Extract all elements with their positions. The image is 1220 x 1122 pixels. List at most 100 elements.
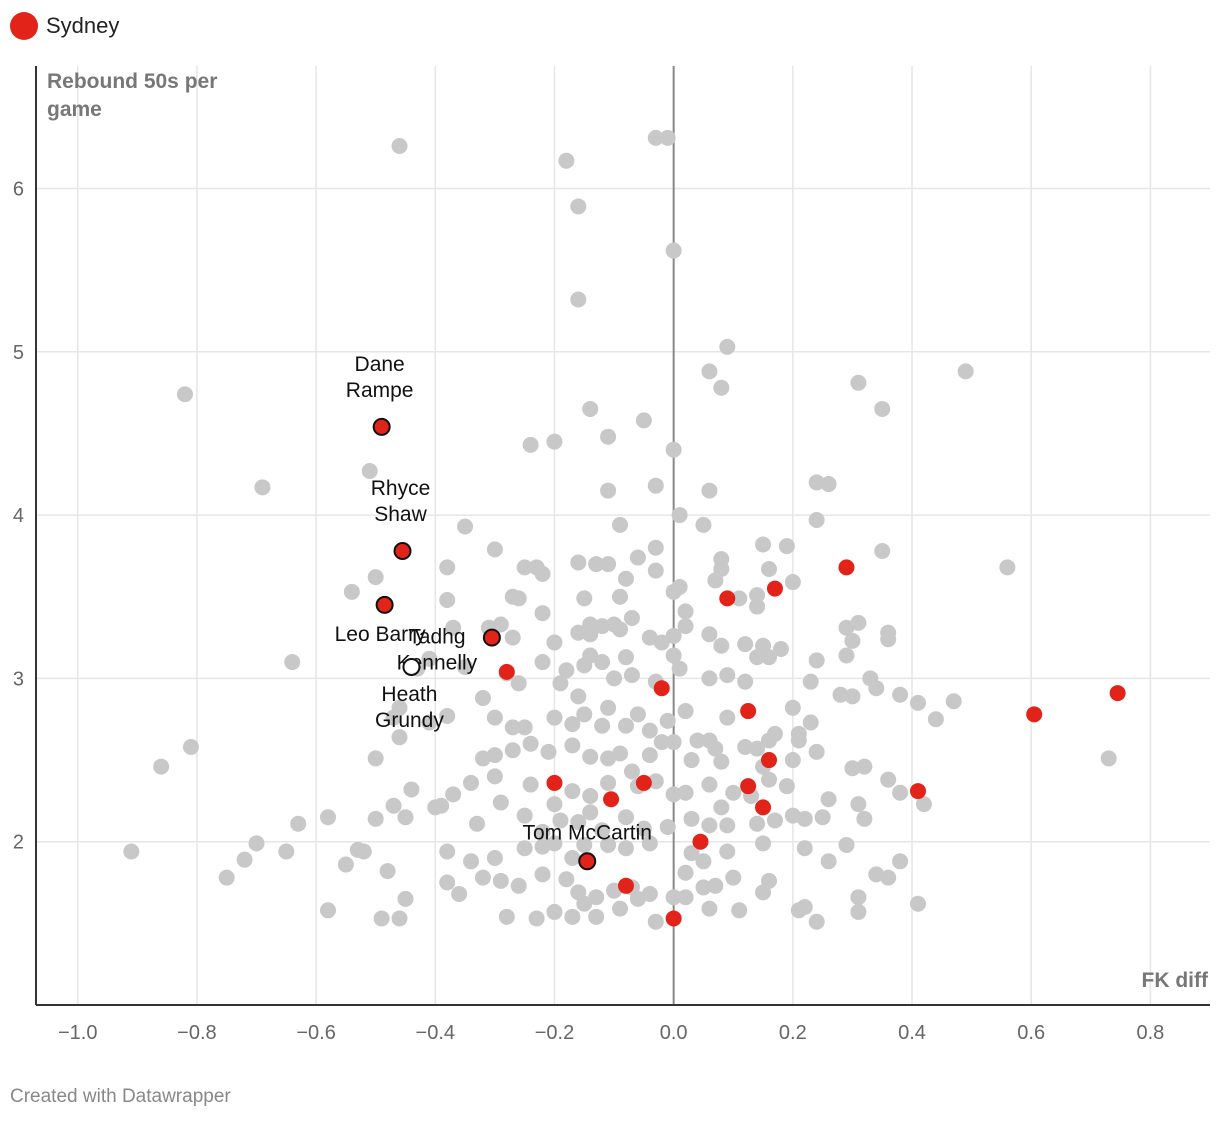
x-tick-label: −0.8 <box>177 1022 216 1044</box>
y-tick-label: 6 <box>13 178 24 200</box>
data-point-other <box>600 836 617 853</box>
data-point-other <box>594 822 611 839</box>
data-point-other <box>647 477 664 494</box>
data-point-other <box>784 752 801 769</box>
data-point-other <box>737 673 754 690</box>
data-point-other <box>653 734 670 751</box>
data-point-other <box>755 644 772 661</box>
data-point-other <box>892 853 909 870</box>
data-point-other <box>641 835 658 852</box>
data-point-sydney <box>665 910 682 927</box>
data-point-other <box>320 902 337 919</box>
y-axis-label: Rebound 50s per <box>47 70 217 93</box>
data-point-other <box>909 694 926 711</box>
data-point-other <box>755 536 772 553</box>
data-point-other <box>659 129 676 146</box>
data-point-other <box>617 809 634 826</box>
data-point-other <box>623 609 640 626</box>
data-point-other <box>856 758 873 775</box>
data-point-other <box>522 776 539 793</box>
data-point-other <box>284 654 301 671</box>
data-point-other <box>755 835 772 852</box>
data-point-other <box>397 809 414 826</box>
data-point-other <box>820 476 837 493</box>
data-point-other <box>397 890 414 907</box>
data-point-other <box>665 583 682 600</box>
data-point-other <box>570 198 587 215</box>
data-point-other <box>737 738 754 755</box>
data-point-other <box>600 482 617 499</box>
data-point-other <box>880 771 897 788</box>
data-point-other <box>665 627 682 644</box>
data-point-other <box>677 784 694 801</box>
data-point-other <box>808 913 825 930</box>
data-point-other <box>790 732 807 749</box>
data-point-other <box>808 743 825 760</box>
data-point-other <box>844 688 861 705</box>
data-point-sydney <box>761 752 778 769</box>
data-point-other <box>367 810 384 827</box>
data-point-other <box>343 583 360 600</box>
data-point-other <box>641 722 658 739</box>
data-point-other <box>570 554 587 571</box>
data-point-other <box>564 908 581 925</box>
data-point-other <box>570 688 587 705</box>
data-point-other <box>421 650 438 667</box>
data-point-other <box>486 850 503 867</box>
y-axis-label-line2: game <box>47 98 102 121</box>
data-point-other <box>600 774 617 791</box>
data-point-other <box>701 363 718 380</box>
data-point-other <box>576 895 593 912</box>
data-point-other <box>218 869 235 886</box>
data-point-other <box>594 618 611 635</box>
data-point-other <box>749 598 766 615</box>
data-point-other <box>838 836 855 853</box>
data-point-other <box>713 379 730 396</box>
data-point-other <box>677 889 694 906</box>
x-tick-label: 0.0 <box>660 1022 688 1044</box>
data-point-other <box>808 511 825 528</box>
data-point-other <box>516 719 533 736</box>
data-point-other <box>445 786 462 803</box>
data-point-other <box>367 569 384 586</box>
data-point-sydney <box>755 799 772 816</box>
data-point-other <box>582 647 599 664</box>
data-point-other <box>719 817 736 834</box>
data-point-other <box>534 823 551 840</box>
data-point-other <box>647 773 664 790</box>
annotation-label: Heath Grundy <box>375 683 444 732</box>
data-point-other <box>850 796 867 813</box>
annotation-label: Dane Rampe <box>346 353 414 402</box>
annotated-point <box>578 852 597 871</box>
x-tick-label: −0.2 <box>535 1022 574 1044</box>
data-point-other <box>546 709 563 726</box>
data-point-other <box>546 835 563 852</box>
data-point-other <box>689 732 706 749</box>
data-point-other <box>546 634 563 651</box>
data-point-other <box>784 574 801 591</box>
data-point-sydney <box>546 774 563 791</box>
data-point-other <box>808 652 825 669</box>
data-point-other <box>671 507 688 524</box>
data-point-other <box>617 570 634 587</box>
data-point-other <box>868 680 885 697</box>
annotated-point <box>375 595 394 614</box>
data-point-other <box>516 807 533 824</box>
data-point-other <box>355 843 372 860</box>
data-point-other <box>522 735 539 752</box>
data-point-other <box>510 675 527 692</box>
data-point-other <box>892 686 909 703</box>
data-point-other <box>337 856 354 873</box>
data-point-other <box>403 781 420 798</box>
data-point-other <box>492 794 509 811</box>
data-point-other <box>504 629 521 646</box>
data-point-other <box>486 541 503 558</box>
data-point-other <box>492 872 509 889</box>
data-point-other <box>617 840 634 857</box>
data-point-other <box>504 742 521 759</box>
data-point-other <box>612 588 629 605</box>
x-tick-label: 0.2 <box>779 1022 807 1044</box>
data-point-other <box>832 686 849 703</box>
data-point-other <box>719 843 736 860</box>
data-point-other <box>552 675 569 692</box>
